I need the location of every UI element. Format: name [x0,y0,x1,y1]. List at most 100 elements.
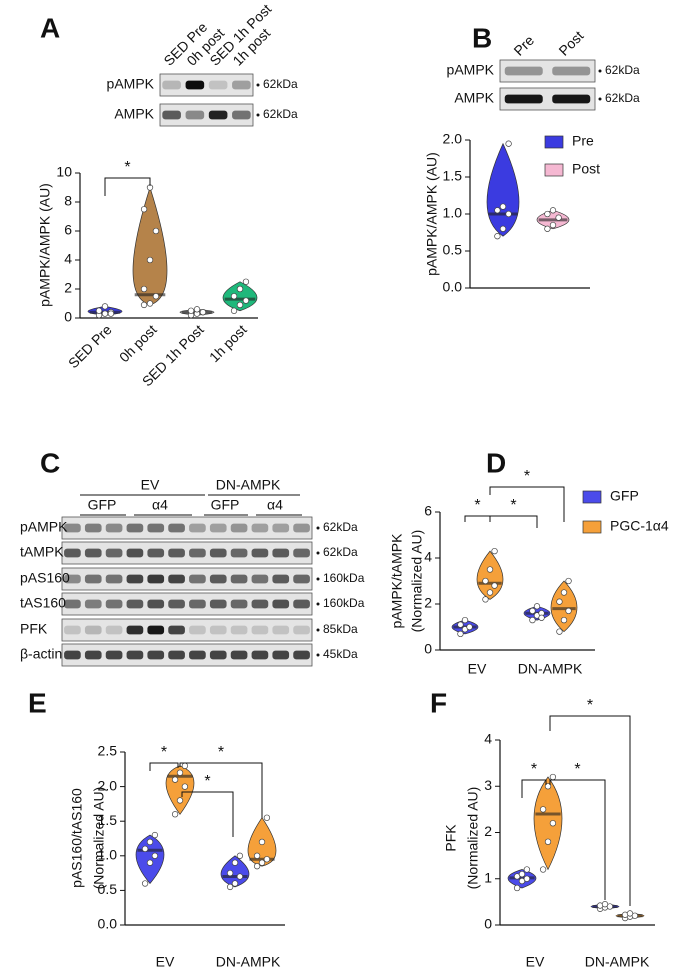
data-point [560,589,568,596]
significance-bracket [181,791,234,837]
data-point [494,207,501,214]
blot-band [64,523,81,533]
blot-band [209,548,227,558]
data-point [523,866,531,873]
blot-band [126,625,144,635]
data-point [152,227,160,235]
blot-band [185,80,205,90]
data-point [236,852,244,859]
blot-band [189,599,206,609]
data-point [461,616,469,624]
y-tick-label: 10 [56,164,72,180]
blot-band [504,94,543,104]
blot-band [189,650,206,660]
x-tick-label: DN-AMPK [585,954,650,970]
y-tick-label: 1.0 [98,847,118,863]
data-point [193,306,201,313]
row-label: pAS160 [20,570,70,586]
data-point [226,883,234,891]
blot-band [293,523,310,533]
row-label: PFK [20,621,48,637]
data-point [565,607,572,615]
data-point [231,859,239,866]
significance-label: * [161,744,167,761]
blot-band [64,650,81,660]
data-point [151,831,159,839]
blot-band [209,599,227,609]
data-point [230,293,238,300]
blot-band [168,574,185,584]
data-point [491,582,498,589]
significance-bracket [464,515,491,522]
y-tick-label: 4 [484,731,492,747]
row-label: pAMPK [107,76,155,92]
x-tick-label: EV [526,954,545,970]
size-label: 62kDa [605,63,640,77]
data-point [140,285,148,293]
data-point [140,206,148,213]
blot-band [272,599,290,609]
blot-band [189,523,206,533]
significance-label: * [204,773,210,790]
x-tick-label: DN-AMPK [518,661,583,677]
blot-band [168,523,185,533]
data-point [230,307,238,314]
blot-band [251,625,269,635]
blot-band [126,523,144,533]
blot-band [272,523,290,533]
significance-label: * [587,697,593,714]
y-tick-label: 1.0 [443,205,463,221]
y-tick-label: 2 [424,595,432,611]
blot-band [168,599,185,609]
violin [533,776,563,871]
legend-label: PGC-1α4 [610,518,669,534]
y-tick-label: 1.5 [443,168,463,184]
data-point [565,577,572,585]
panel-letter: C [40,447,60,478]
panel-letter: A [40,12,60,43]
significance-label: * [124,159,130,176]
data-point [549,207,557,214]
data-point [176,797,184,804]
blot-band [230,548,248,558]
blot-band [84,625,102,635]
data-point [231,880,239,887]
size-marker [256,113,260,117]
data-point [242,278,250,285]
blot-band [64,625,81,635]
data-point [549,773,557,781]
significance-bracket [179,762,263,818]
data-point [505,210,512,218]
data-point [491,547,498,555]
blot-strip [61,618,313,642]
y-tick-label: 2.0 [443,131,463,147]
x-tick-label: 0h post [116,321,160,365]
blot-band [209,650,227,660]
data-point [486,589,494,596]
significance-label: * [218,744,224,761]
data-point [533,603,541,610]
blot-band [230,625,248,635]
size-marker [598,69,602,73]
data-point [95,307,103,314]
significance-bracket [489,515,538,528]
violin [550,580,578,633]
blot-band [84,523,102,533]
violin [132,186,168,306]
data-point [236,285,244,293]
panel-letter: D [486,447,506,478]
size-label: 45kDa [323,647,358,661]
size-label: 160kDa [323,571,365,585]
significance-label: * [524,468,530,485]
blot-band [272,574,290,584]
blot-band [209,574,227,584]
data-point [482,577,489,585]
data-point [457,630,464,638]
blot-band [147,523,165,533]
x-tick-label: EV [156,954,175,970]
blot-band [147,625,165,635]
blot-band [293,548,310,558]
y-tick-label: 0.0 [98,916,118,932]
size-marker [316,577,320,581]
violin [486,142,520,237]
